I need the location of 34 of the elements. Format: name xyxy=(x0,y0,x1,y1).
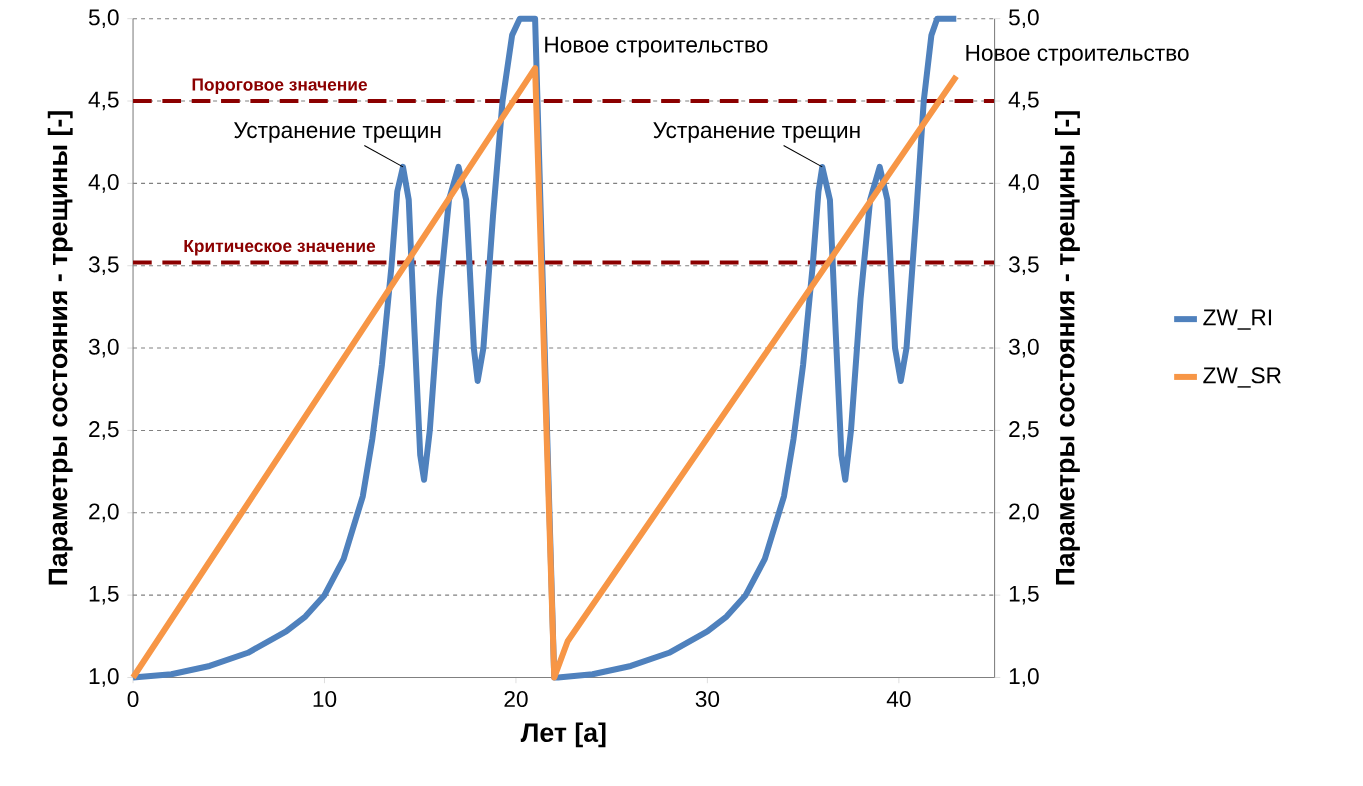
annotation: Устранение трещин xyxy=(234,122,441,143)
y-axis-title: Параметры состояния - трещины [-] xyxy=(47,111,73,585)
ref-line-label: Пороговое значение xyxy=(192,78,367,95)
y2-tick-label: 5,0 xyxy=(1009,9,1039,29)
y2-tick-label: 2,5 xyxy=(1009,421,1039,441)
y-tick-label: 4,0 xyxy=(88,174,119,193)
x-tick-label: 20 xyxy=(504,691,528,708)
y-tick-label: 3,0 xyxy=(88,338,119,358)
y-tick-label: 5,0 xyxy=(88,9,119,29)
annotation: Новое строительство xyxy=(966,45,1189,66)
legend-label: ZW_SR xyxy=(1203,367,1281,388)
x-tick-label: 0 xyxy=(127,691,139,708)
y-tick-label: 3,5 xyxy=(88,256,119,276)
y2-tick-label: 2,0 xyxy=(1009,503,1039,523)
x-tick-label: 30 xyxy=(695,691,720,708)
x-axis-title: Лет [a] xyxy=(520,722,606,748)
y-tick-label: 1,0 xyxy=(89,668,119,688)
y2-tick-label: 4,5 xyxy=(1008,92,1039,111)
legend-label: ZW_RI xyxy=(1203,309,1272,330)
y2-tick-label: 1,0 xyxy=(1009,668,1039,688)
y-tick-label: 4,5 xyxy=(88,92,119,111)
y2-tick-label: 4,0 xyxy=(1008,174,1039,193)
y-tick-label: 1,5 xyxy=(89,586,119,605)
x-tick-label: 10 xyxy=(313,691,337,708)
y2-tick-label: 1,5 xyxy=(1009,586,1039,605)
y2-tick-label: 3,5 xyxy=(1008,256,1039,276)
y2-tick-label: 3,0 xyxy=(1008,338,1039,358)
y2-axis-title: Параметры состояния - трещины [-] xyxy=(1054,111,1080,585)
annotation: Новое строительство xyxy=(545,37,768,58)
annotation: Устранение трещин xyxy=(653,122,860,143)
ref-line-label: Критическое значение xyxy=(184,240,376,256)
x-tick-label: 40 xyxy=(886,691,911,708)
y-tick-label: 2,0 xyxy=(89,503,119,523)
y-tick-label: 2,5 xyxy=(89,421,119,441)
